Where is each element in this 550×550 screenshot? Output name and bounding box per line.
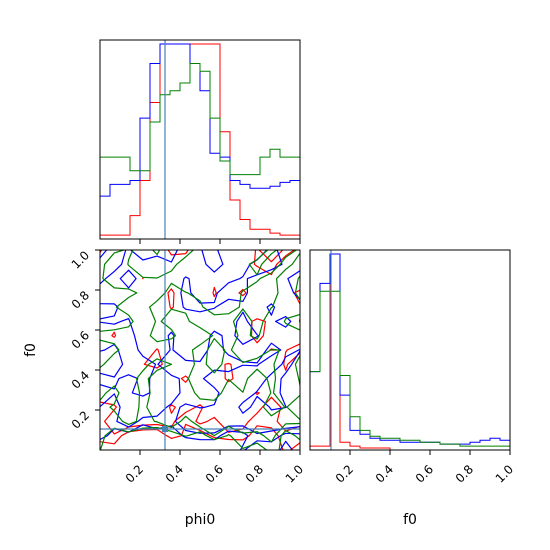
f0-tick-label-4: 1.0 — [69, 248, 92, 271]
x-axis-label-phi0: phi0 — [185, 512, 216, 528]
f0-tick-label-0: 0.2 — [69, 408, 92, 431]
f0-hist-series-2 — [310, 290, 510, 447]
f0-right-tick-label-4: 1.0 — [493, 462, 516, 485]
f0-right-tick-label-1: 0.4 — [373, 462, 396, 485]
contour-frame — [99, 249, 301, 451]
phi0-tick-label-0: 0.2 — [123, 462, 146, 485]
phi0-tick-label-1: 0.4 — [163, 462, 186, 485]
contour-series-0-level-1 — [100, 423, 300, 450]
f0-tick-label-1: 0.4 — [69, 368, 92, 391]
f0-histogram-panel: 0.2 0.4 0.6 0.8 1.0 — [309, 249, 516, 486]
phi0-histogram-panel — [99, 39, 301, 244]
phi0-histogram-frame — [99, 39, 301, 240]
contour-series-1-level-0 — [100, 250, 300, 435]
contour-series-2-level-0 — [100, 250, 300, 443]
x-axis-label-f0: f0 — [403, 512, 417, 528]
phi0-tick-label-3: 0.8 — [243, 462, 266, 485]
contour-series-0-level-0 — [100, 250, 300, 435]
f0-right-tick-label-0: 0.2 — [333, 462, 356, 485]
phi0-hist-series-1 — [100, 43, 300, 197]
f0-tick-label-3: 0.8 — [69, 288, 92, 311]
f0-tick-label-2: 0.6 — [69, 328, 92, 351]
f0-right-tick-label-3: 0.8 — [453, 462, 476, 485]
phi0-hist-series-2 — [100, 63, 300, 176]
y-axis-label-f0: f0 — [23, 343, 39, 357]
truth-marker — [162, 426, 168, 432]
phi0-hist-series-0 — [100, 43, 300, 236]
phi0-f0-contour-panel: 0.2 0.2 0.4 0.4 0.6 0.6 0.8 0.8 1.0 1.0 — [69, 248, 306, 485]
phi0-tick-label-2: 0.6 — [203, 462, 226, 485]
phi0-tick-label-4: 1.0 — [283, 462, 306, 485]
f0-histogram-frame — [309, 249, 511, 451]
f0-right-tick-label-2: 0.6 — [413, 462, 436, 485]
